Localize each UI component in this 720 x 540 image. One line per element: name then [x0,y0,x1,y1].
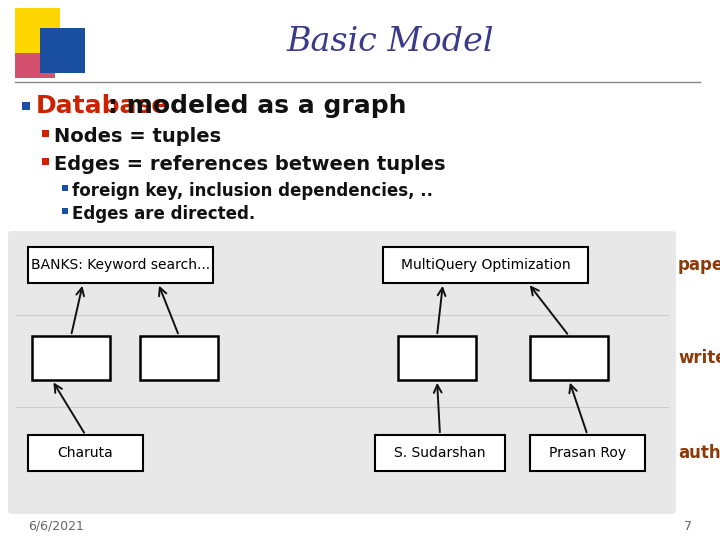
Text: Edges = references between tuples: Edges = references between tuples [54,155,446,174]
Text: MultiQuery Optimization: MultiQuery Optimization [401,258,570,272]
Bar [28,247,213,283]
Polygon shape [15,50,55,78]
Bar [28,435,143,471]
Text: S. Sudarshan: S. Sudarshan [395,446,486,460]
Text: Prasan Roy: Prasan Roy [549,446,626,460]
Text: paper: paper [678,256,720,274]
Bar [22,102,30,110]
Bar [42,130,49,137]
Text: author: author [678,444,720,462]
Bar [140,336,218,380]
Bar [62,185,68,191]
Text: 6/6/2021: 6/6/2021 [28,519,84,532]
Bar [62,208,68,214]
Text: writes: writes [678,349,720,367]
Bar [42,158,49,165]
Bar [530,336,608,380]
Text: Nodes = tuples: Nodes = tuples [54,127,221,146]
Text: foreign key, inclusion dependencies, ..: foreign key, inclusion dependencies, .. [72,182,433,200]
Bar [383,247,588,283]
Text: Charuta: Charuta [58,446,113,460]
Bar [375,435,505,471]
Text: Database: Database [36,94,169,118]
Bar [398,336,476,380]
Polygon shape [40,28,85,73]
FancyBboxPatch shape [8,231,676,514]
Text: Edges are directed.: Edges are directed. [72,205,256,223]
Polygon shape [15,8,60,53]
Text: 7: 7 [684,519,692,532]
Bar [530,435,645,471]
Text: : modeled as a graph: : modeled as a graph [108,94,407,118]
Bar [32,336,110,380]
Text: BANKS: Keyword search...: BANKS: Keyword search... [31,258,210,272]
Text: Basic Model: Basic Model [287,26,494,58]
